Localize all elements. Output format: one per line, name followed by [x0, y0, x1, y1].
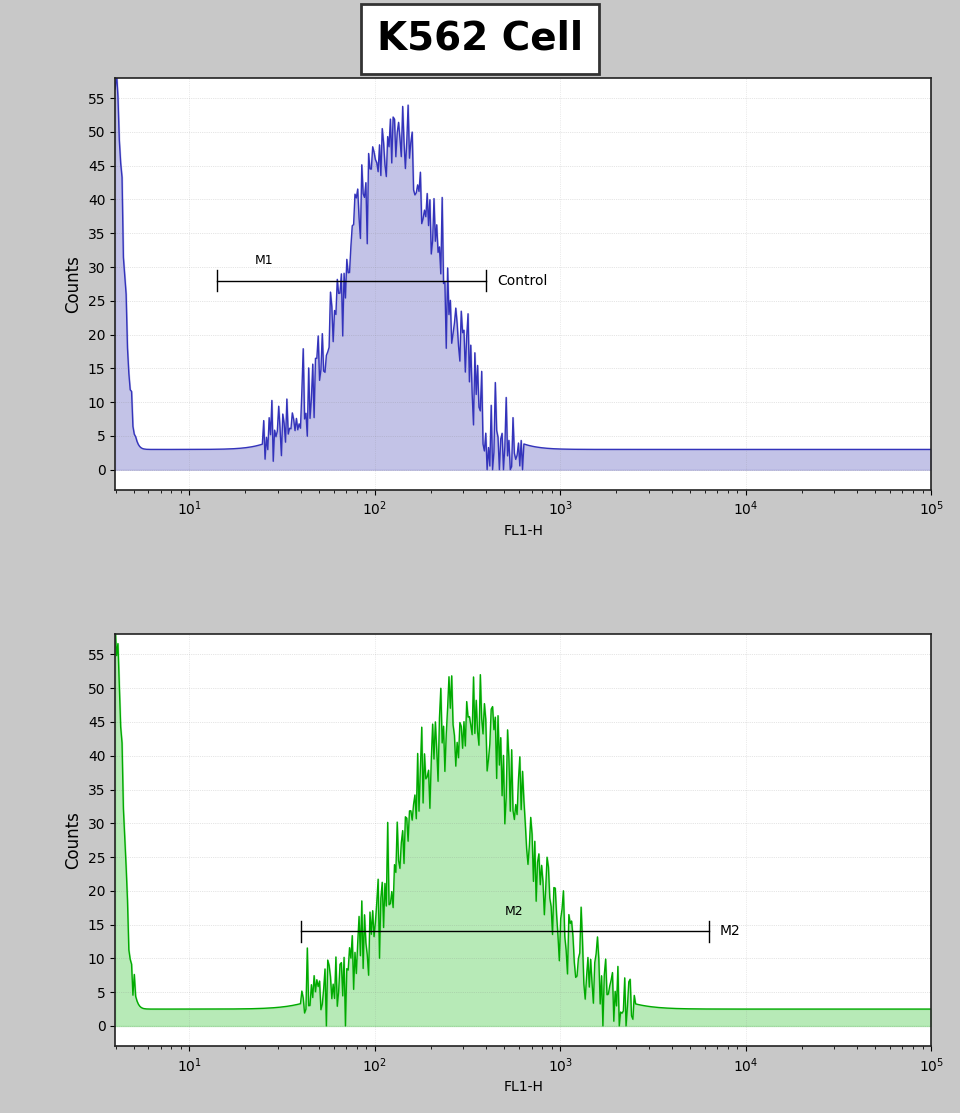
Y-axis label: Counts: Counts [64, 811, 83, 869]
Text: M2: M2 [720, 925, 741, 938]
X-axis label: FL1-H: FL1-H [503, 1080, 543, 1094]
Text: K562 Cell: K562 Cell [377, 20, 583, 58]
Text: Control: Control [497, 274, 548, 287]
Text: M2: M2 [505, 905, 523, 918]
Text: M1: M1 [254, 254, 273, 267]
Y-axis label: Counts: Counts [64, 255, 83, 313]
X-axis label: FL1-H: FL1-H [503, 524, 543, 538]
